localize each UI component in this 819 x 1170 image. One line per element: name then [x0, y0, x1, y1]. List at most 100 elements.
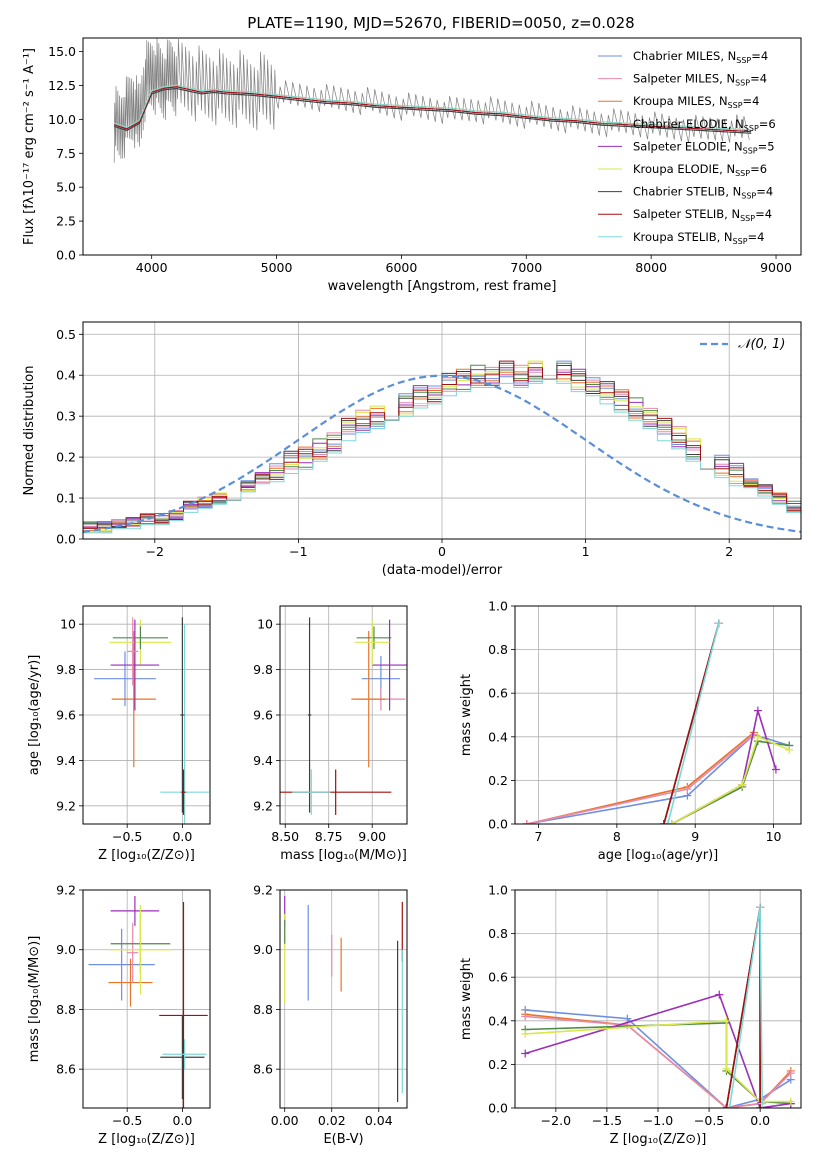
model-spectrum [114, 84, 752, 131]
y-axis-label: mass weight [459, 958, 474, 1040]
y-tick-label: 9.8 [56, 662, 76, 677]
data-point [521, 1049, 530, 1058]
chart-age-vs-z: −0.5 0.0 9.2 9.4 9.6 9.8 10 Z [log₁₀(Z/Z⊙)] age … [27, 605, 211, 863]
x-axis-label: mass [log₁₀(M/M⊙)] [280, 848, 407, 863]
x-tick-label: 10 [766, 829, 782, 844]
y-tick-label: 1.0 [488, 599, 508, 614]
legend-label: Salpeter MILES, NSSP=4 [633, 72, 767, 88]
weight-line [667, 623, 720, 824]
data-point [756, 1104, 765, 1108]
x-tick-label: 0 [438, 544, 446, 559]
x-tick-label: 0.04 [365, 1113, 393, 1128]
y-tick-label: 0.4 [488, 729, 508, 744]
x-tick-label: 6000 [386, 260, 418, 275]
y-tick-label: 12.5 [48, 78, 76, 93]
figure-title: PLATE=1190, MJD=52670, FIBERID=0050, z=0… [247, 14, 634, 32]
residual-histogram [83, 360, 801, 529]
y-tick-label: 0.2 [56, 450, 76, 465]
y-tick-label: 1.0 [488, 883, 508, 898]
y-tick-label: 0.0 [488, 1101, 508, 1116]
x-axis-label: Z [log₁₀(Z/Z⊙)] [98, 1132, 195, 1147]
observed-spectrum [113, 38, 750, 163]
residual-histogram [83, 378, 801, 534]
x-axis-label: Z [log₁₀(Z/Z⊙)] [610, 1132, 707, 1147]
y-tick-label: 0.0 [56, 248, 76, 263]
data-point [722, 1016, 731, 1025]
x-tick-label: 0.02 [318, 1113, 346, 1128]
x-tick-label: −0.5 [112, 829, 142, 844]
y-tick-label: 0.4 [56, 368, 76, 383]
x-tick-label: 7000 [510, 260, 542, 275]
y-tick-label: 9.0 [56, 942, 76, 957]
model-spectrum [114, 86, 752, 133]
x-tick-label: 1 [582, 544, 590, 559]
y-axis-label: Flux [fλ10⁻¹⁷ erg cm⁻² s⁻¹ A⁻¹] [22, 48, 37, 245]
y-tick-label: 10.0 [48, 112, 76, 127]
weight-line [671, 710, 777, 824]
x-tick-label: 8000 [635, 260, 667, 275]
plot-area [280, 617, 407, 815]
plot-area [284, 895, 403, 1103]
y-tick-label: 8.8 [253, 1002, 273, 1017]
data-point [521, 1012, 530, 1021]
y-tick-label: 0.6 [488, 686, 508, 701]
data-point [771, 765, 780, 774]
data-point [521, 1029, 530, 1038]
data-point [714, 619, 723, 628]
model-spectrum [114, 87, 752, 134]
y-tick-label: 0.4 [488, 1013, 508, 1028]
residual-histogram [83, 367, 801, 528]
y-tick-label: 8.6 [253, 1062, 273, 1077]
x-tick-label: −1.5 [592, 1113, 622, 1128]
legend-label: Salpeter STELIB, NSSP=4 [633, 207, 772, 223]
x-axis-label: wavelength [Angstrom, rest frame] [328, 279, 557, 294]
y-tick-label: 9.2 [253, 883, 273, 898]
y-tick-label: 8.8 [56, 1002, 76, 1017]
x-tick-label: 8 [613, 829, 621, 844]
x-tick-label: 0.0 [172, 1113, 192, 1128]
y-tick-label: 9.6 [253, 708, 273, 723]
plot-area [522, 619, 794, 824]
data-point [663, 820, 672, 824]
axes-frame [82, 37, 802, 256]
x-tick-label: −2 [146, 544, 164, 559]
weight-line [671, 735, 790, 824]
y-tick-label: 7.5 [56, 146, 76, 161]
x-tick-label: −0.5 [694, 1113, 724, 1128]
x-axis-label: age [log₁₀(age/yr)] [598, 848, 719, 863]
legend-label: Chabrier MILES, NSSP=4 [633, 49, 768, 65]
plot-area [83, 360, 801, 534]
x-tick-label: 9 [691, 829, 699, 844]
y-tick-label: 0.5 [56, 327, 76, 342]
data-point [786, 1069, 795, 1078]
y-tick-label: 0.1 [56, 491, 76, 506]
y-tick-label: 9.6 [56, 708, 76, 723]
x-tick-label: 4000 [136, 260, 168, 275]
legend-label: Chabrier STELIB, NSSP=4 [633, 185, 773, 201]
data-point [722, 1064, 731, 1073]
x-tick-label: 0.0 [750, 1113, 770, 1128]
y-tick-label: 0.2 [488, 1057, 508, 1072]
y-tick-label: 9.4 [253, 753, 273, 768]
chart-weight-vs-age: 7 8 9 10 0.0 0.2 0.4 0.6 0.8 1.0 age [log₁₀(age/yr… [459, 599, 802, 863]
data-point [667, 820, 676, 824]
x-tick-label: 9000 [760, 260, 792, 275]
chart-mass-vs-ebv: 0.00 0.02 0.04 8.6 8.8 9.0 9.2 E(B-V) [253, 883, 408, 1147]
plot-area [113, 38, 752, 163]
data-point [725, 1104, 734, 1108]
y-tick-label: 9.4 [56, 753, 76, 768]
weight-line [526, 733, 790, 824]
x-tick-label: 5000 [261, 260, 293, 275]
y-tick-label: 2.5 [56, 214, 76, 229]
x-tick-label: 8.75 [315, 829, 343, 844]
x-tick-label: 8.50 [271, 829, 299, 844]
weight-line [525, 1015, 792, 1108]
y-tick-label: 9.2 [56, 883, 76, 898]
data-point [786, 1097, 795, 1106]
y-tick-label: 10 [257, 617, 273, 632]
weight-line [524, 993, 791, 1108]
y-tick-label: 0.0 [56, 532, 76, 547]
weight-line [728, 907, 763, 1108]
data-point [738, 780, 747, 789]
